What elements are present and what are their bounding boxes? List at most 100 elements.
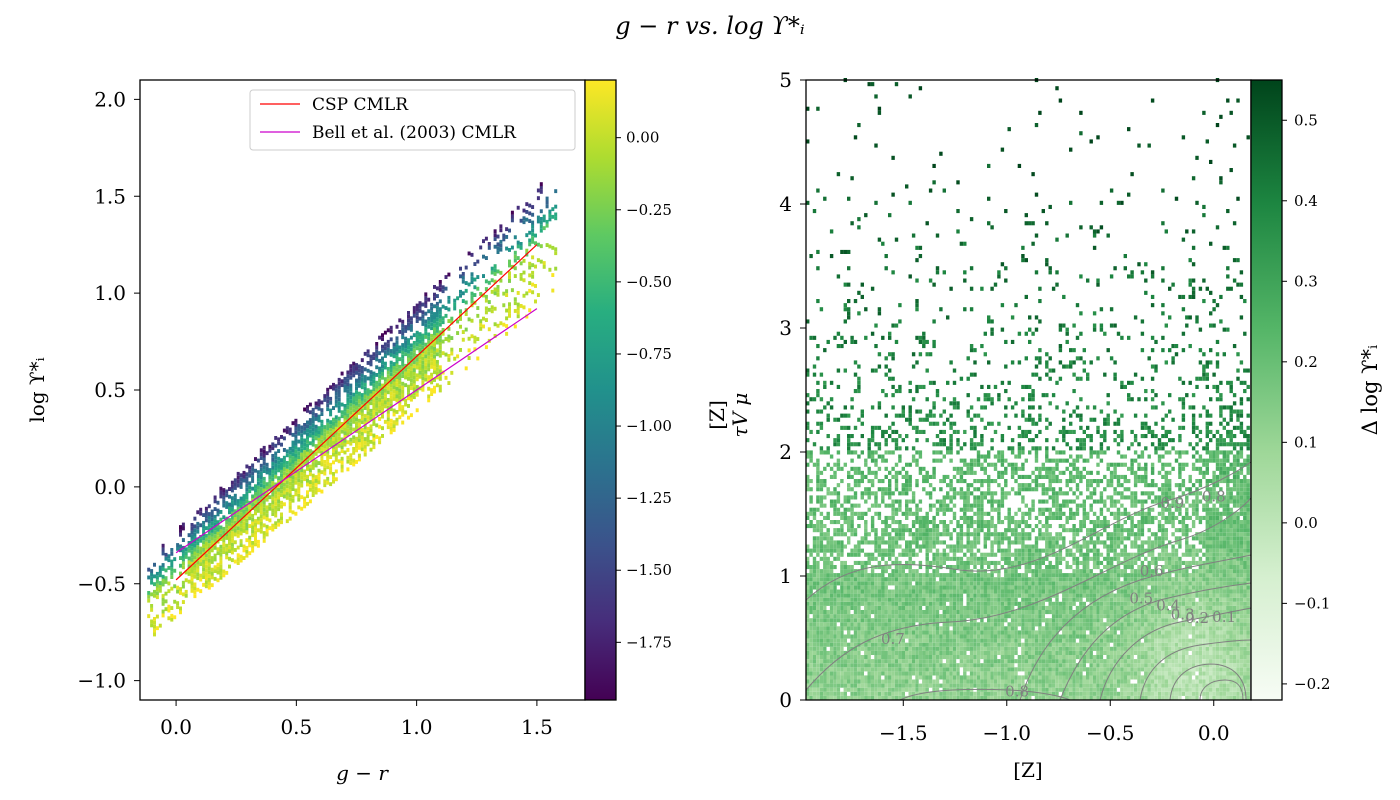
heatmap-cell [932, 622, 936, 627]
heatmap-cell [905, 597, 909, 602]
heatmap-cell [847, 552, 851, 557]
left-legend: CSP CMLR Bell et al. (2003) CMLR [249, 89, 576, 151]
heatmap-cell [308, 429, 312, 434]
heatmap-cell [409, 366, 413, 371]
heatmap-cell [932, 646, 936, 651]
heatmap-cell [493, 272, 497, 276]
heatmap-cell [976, 528, 981, 533]
heatmap-cell [225, 570, 229, 575]
heatmap-cell [905, 548, 909, 553]
heatmap-cell [908, 413, 912, 418]
heatmap-cell [932, 282, 936, 287]
heatmap-cell [980, 601, 984, 606]
heatmap-cell [973, 499, 977, 504]
heatmap-cell [932, 536, 936, 541]
heatmap-cell [836, 344, 841, 349]
heatmap-cell [963, 495, 967, 500]
heatmap-cell [963, 646, 967, 651]
heatmap-cell [407, 322, 410, 327]
heatmap-cell [942, 495, 946, 500]
heatmap-cell [357, 422, 361, 427]
heatmap-cell [306, 494, 309, 499]
heatmap-cell [915, 638, 919, 643]
heatmap-cell [204, 580, 208, 585]
heatmap-cell [823, 573, 827, 578]
heatmap-cell [959, 560, 964, 565]
heatmap-cell [823, 577, 827, 582]
heatmap-cell [925, 695, 929, 700]
heatmap-cell [510, 210, 514, 215]
heatmap-cell [918, 610, 923, 615]
heatmap-cell [847, 413, 851, 418]
heatmap-cell [857, 548, 861, 553]
heatmap-cell [853, 299, 858, 304]
heatmap-cell [925, 560, 929, 565]
heatmap-cell [303, 446, 307, 451]
heatmap-cell [850, 511, 854, 516]
heatmap-cell [905, 634, 909, 639]
heatmap-cell [905, 683, 909, 688]
heatmap-cell [891, 695, 895, 700]
heatmap-cell [409, 327, 413, 332]
heatmap-cell [823, 630, 827, 635]
heatmap-cell [826, 667, 830, 672]
heatmap-cell [337, 436, 341, 440]
heatmap-cell [204, 572, 208, 577]
heatmap-cell [898, 503, 902, 508]
heatmap-cell [415, 311, 419, 316]
heatmap-cell [942, 597, 946, 602]
heatmap-cell [836, 626, 841, 631]
heatmap-cell [874, 695, 878, 700]
heatmap-cell [901, 405, 905, 410]
heatmap-cell [433, 347, 436, 351]
heatmap-cell [969, 532, 974, 537]
heatmap-cell [427, 336, 431, 341]
heatmap-cell [915, 409, 919, 414]
heatmap-cell [383, 396, 387, 401]
heatmap-cell [161, 609, 165, 614]
heatmap-cell [389, 368, 393, 373]
heatmap-cell [407, 345, 410, 350]
heatmap-cell [980, 511, 984, 516]
heatmap-cell [973, 528, 977, 533]
heatmap-cell [959, 597, 964, 602]
heatmap-cell [976, 536, 981, 541]
heatmap-cell [870, 585, 875, 590]
heatmap-cell [939, 683, 943, 688]
heatmap-cell [476, 356, 480, 361]
heatmap-cell [888, 622, 892, 627]
heatmap-cell [973, 565, 977, 570]
heatmap-cell [877, 552, 882, 557]
heatmap-cell [969, 683, 974, 688]
heatmap-cell [816, 610, 820, 615]
heatmap-cell [375, 411, 379, 416]
heatmap-cell [366, 388, 370, 393]
heatmap-cell [314, 475, 318, 479]
heatmap-cell [935, 458, 940, 463]
heatmap-cell [265, 470, 269, 475]
heatmap-cell [850, 614, 854, 619]
heatmap-cell [819, 479, 824, 484]
heatmap-cell [915, 528, 919, 533]
colorbar-tick-label: −1.75 [626, 633, 672, 651]
heatmap-cell [905, 565, 909, 570]
heatmap-cell [922, 630, 926, 635]
heatmap-cell [346, 409, 350, 414]
heatmap-cell [398, 372, 402, 377]
heatmap-cell [819, 626, 824, 631]
heatmap-cell [473, 277, 477, 282]
heatmap-cell [545, 204, 549, 209]
heatmap-cell [816, 687, 820, 692]
heatmap-cell [819, 691, 824, 696]
heatmap-cell [467, 317, 471, 322]
heatmap-cell [888, 565, 892, 570]
heatmap-cell [860, 663, 864, 668]
heatmap-cell [476, 313, 480, 318]
heatmap-cell [881, 569, 885, 574]
heatmap-cell [329, 408, 333, 413]
heatmap-cell [306, 443, 309, 448]
heatmap-cell [911, 687, 916, 692]
heatmap-cell [857, 675, 861, 680]
heatmap-cell [809, 691, 813, 696]
heatmap-cell [928, 352, 933, 357]
